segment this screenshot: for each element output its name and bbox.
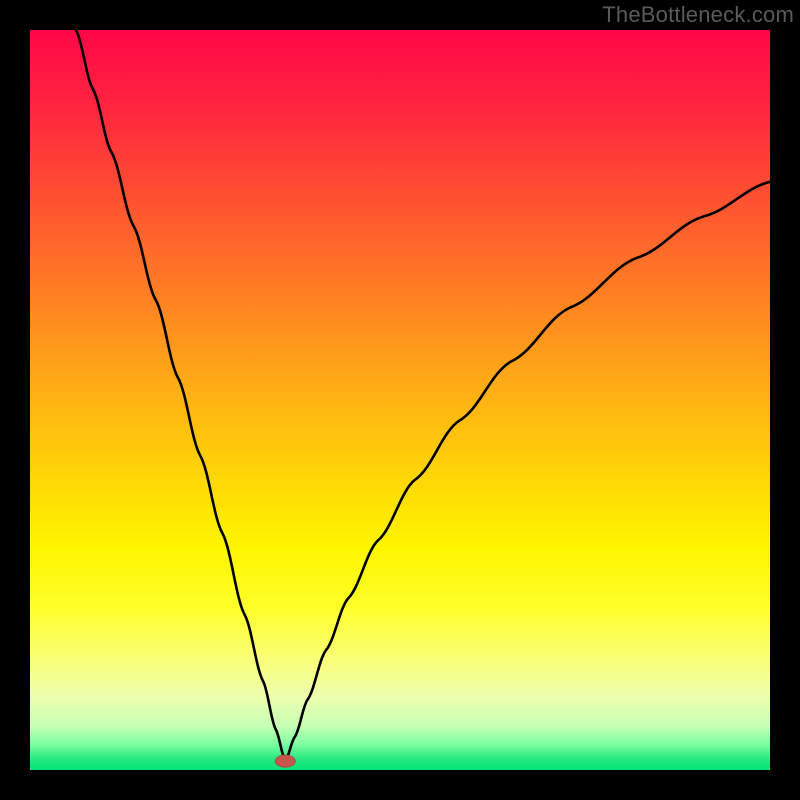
watermark-text: TheBottleneck.com	[602, 2, 794, 28]
bottleneck-chart	[0, 0, 800, 800]
plot-background	[30, 30, 770, 770]
minimum-marker	[275, 755, 295, 767]
chart-container: TheBottleneck.com	[0, 0, 800, 800]
